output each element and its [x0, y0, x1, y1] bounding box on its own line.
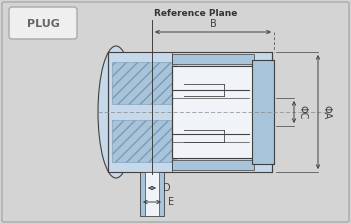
FancyBboxPatch shape [9, 7, 77, 39]
Bar [112, 62, 176, 104]
Ellipse shape [98, 46, 134, 178]
Text: Reference Plane: Reference Plane [154, 9, 237, 18]
Bar [140, 172, 164, 216]
Bar [108, 52, 272, 172]
Bar [172, 160, 254, 170]
Bar [112, 120, 176, 162]
Bar [252, 60, 274, 164]
Text: ΦA: ΦA [321, 105, 331, 119]
Bar [172, 66, 254, 158]
Text: PLUG: PLUG [27, 19, 59, 29]
Bar [172, 54, 254, 64]
Text: B: B [210, 19, 216, 29]
Text: E: E [168, 197, 174, 207]
Bar [145, 172, 159, 216]
Text: D: D [163, 183, 171, 193]
Text: ΦC: ΦC [297, 105, 307, 119]
